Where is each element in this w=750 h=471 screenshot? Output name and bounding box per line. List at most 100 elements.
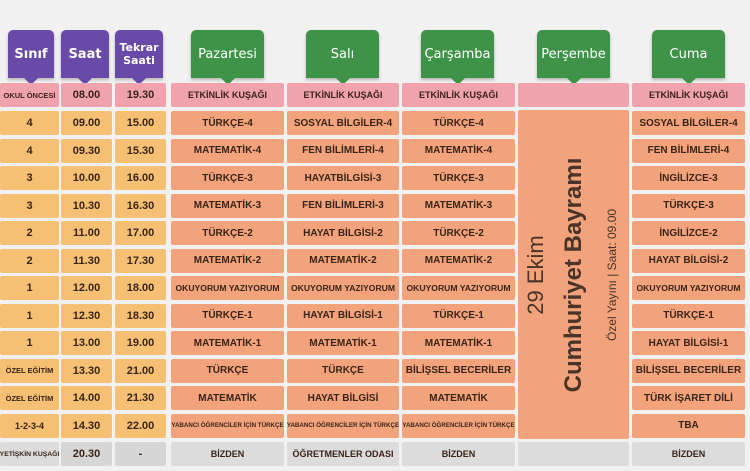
- table-row: 3 10.30 16.30 MATEMATİK-3 FEN BİLİMLERİ-…: [0, 193, 750, 218]
- table-row: 3 10.00 16.00 TÜRKÇE-3 HAYATBİLGİSİ-3 TÜ…: [0, 166, 750, 190]
- friday-lesson: OKUYORUM YAZIYORUM: [632, 276, 745, 300]
- monday-lesson: MATEMATİK-3: [171, 193, 284, 218]
- tuesday-lesson: ETKİNLİK KUŞAĞI: [287, 83, 399, 107]
- repeat-time-cell: 17.30: [115, 248, 166, 273]
- monday-lesson: ETKİNLİK KUŞAĞI: [171, 83, 284, 107]
- grade-cell: 2: [0, 248, 59, 273]
- grade-cell: 3: [0, 166, 59, 190]
- monday-lesson: MATEMATİK: [171, 386, 284, 410]
- wednesday-lesson: TÜRKÇE-2: [402, 221, 515, 245]
- friday-lesson: ETKİNLİK KUŞAĞI: [632, 83, 745, 107]
- header-repeat-time: Tekrar Saati: [115, 30, 163, 85]
- monday-lesson: TÜRKÇE-3: [171, 166, 284, 190]
- monday-lesson: MATEMATİK-1: [171, 331, 284, 355]
- tuesday-lesson: SOSYAL BİLGİLER-4: [287, 111, 399, 135]
- header-monday: Pazartesi: [191, 30, 264, 85]
- time-cell: 12.30: [61, 303, 112, 328]
- time-cell: 10.00: [61, 166, 112, 190]
- tuesday-lesson: OKUYORUM YAZIYORUM: [287, 276, 399, 300]
- friday-lesson: İNGİLİZCE-3: [632, 166, 745, 190]
- thursday-lesson: [518, 442, 629, 466]
- header-time: Saat: [61, 30, 109, 85]
- time-cell: 20.30: [61, 442, 112, 466]
- time-cell: 11.00: [61, 221, 112, 245]
- wednesday-lesson: OKUYORUM YAZIYORUM: [402, 276, 515, 300]
- friday-lesson: BİLİŞSEL BECERİLER: [632, 358, 745, 383]
- time-cell: 14.30: [61, 413, 112, 438]
- table-row: 4 09.00 15.00 TÜRKÇE-4 SOSYAL BİLGİLER-4…: [0, 111, 750, 135]
- repeat-time-cell: 18.00: [115, 276, 166, 300]
- monday-lesson: MATEMATİK-4: [171, 138, 284, 163]
- friday-lesson: SOSYAL BİLGİLER-4: [632, 111, 745, 135]
- grade-cell: YETİŞKİN KUŞAĞI: [0, 442, 59, 466]
- holiday-broadcast-time: Özel Yayını | Saat: 09.00: [604, 208, 619, 341]
- repeat-time-cell: 19.30: [115, 83, 166, 107]
- wednesday-lesson: MATEMATİK-4: [402, 138, 515, 163]
- monday-lesson: MATEMATİK-2: [171, 248, 284, 273]
- table-row: 1 12.30 18.30 TÜRKÇE-1 HAYAT BİLGİSİ-1 T…: [0, 303, 750, 328]
- table-row: 2 11.30 17.30 MATEMATİK-2 MATEMATİK-2 MA…: [0, 248, 750, 273]
- tuesday-lesson: HAYAT BİLGİSİ: [287, 386, 399, 410]
- time-cell: 12.00: [61, 276, 112, 300]
- wednesday-lesson: MATEMATİK-2: [402, 248, 515, 273]
- table-row: ÖZEL EĞİTİM 13.30 21.00 TÜRKÇE TÜRKÇE Bİ…: [0, 358, 750, 383]
- repeat-time-cell: -: [115, 442, 166, 466]
- repeat-time-cell: 16.30: [115, 193, 166, 218]
- friday-lesson: TÜRKÇE-1: [632, 303, 745, 328]
- wednesday-lesson: TÜRKÇE-3: [402, 166, 515, 190]
- grade-cell: ÖZEL EĞİTİM: [0, 358, 59, 383]
- time-cell: 13.00: [61, 331, 112, 355]
- tuesday-lesson: ÖĞRETMENLER ODASI: [287, 442, 399, 466]
- table-row: 4 09.30 15.30 MATEMATİK-4 FEN BİLİMLERİ-…: [0, 138, 750, 163]
- repeat-time-cell: 19.00: [115, 331, 166, 355]
- tuesday-lesson: HAYATBİLGİSİ-3: [287, 166, 399, 190]
- wednesday-lesson: ETKİNLİK KUŞAĞI: [402, 83, 515, 107]
- table-row: 1 13.00 19.00 MATEMATİK-1 MATEMATİK-1 MA…: [0, 331, 750, 355]
- friday-lesson: TÜRKÇE-3: [632, 193, 745, 218]
- grade-cell: 4: [0, 138, 59, 163]
- repeat-time-cell: 15.30: [115, 138, 166, 163]
- repeat-time-cell: 21.30: [115, 386, 166, 410]
- grade-cell: 1: [0, 276, 59, 300]
- header-wednesday: Çarşamba: [421, 30, 494, 85]
- wednesday-lesson: BİLİŞSEL BECERİLER: [402, 358, 515, 383]
- grade-cell: 3: [0, 193, 59, 218]
- grade-cell: 1: [0, 303, 59, 328]
- wednesday-lesson: MATEMATİK-3: [402, 193, 515, 218]
- table-row: 2 11.00 17.00 TÜRKÇE-2 HAYAT BİLGİSİ-2 T…: [0, 221, 750, 245]
- monday-lesson: YABANCI ÖĞRENCİLER İÇİN TÜRKÇE: [171, 413, 284, 438]
- friday-lesson: TÜRK İŞARET DİLİ: [632, 386, 745, 410]
- grade-cell: 1-2-3-4: [0, 413, 59, 438]
- repeat-time-cell: 16.00: [115, 166, 166, 190]
- repeat-time-cell: 22.00: [115, 413, 166, 438]
- table-row: 1 12.00 18.00 OKUYORUM YAZIYORUM OKUYORU…: [0, 276, 750, 300]
- table-row: OKUL ÖNCESİ 08.00 19.30 ETKİNLİK KUŞAĞI …: [0, 83, 750, 107]
- monday-lesson: TÜRKÇE-4: [171, 111, 284, 135]
- table-row: 1-2-3-4 14.30 22.00 YABANCI ÖĞRENCİLER İ…: [0, 413, 750, 438]
- grade-cell: OKUL ÖNCESİ: [0, 83, 59, 107]
- repeat-time-cell: 21.00: [115, 358, 166, 383]
- header-thursday: Perşembe: [537, 30, 610, 85]
- time-cell: 08.00: [61, 83, 112, 107]
- tuesday-lesson: MATEMATİK-2: [287, 248, 399, 273]
- tuesday-lesson: HAYAT BİLGİSİ-1: [287, 303, 399, 328]
- grade-cell: 2: [0, 221, 59, 245]
- wednesday-lesson: MATEMATİK: [402, 386, 515, 410]
- table-row: YETİŞKİN KUŞAĞI 20.30 - BİZDEN ÖĞRETMENL…: [0, 442, 750, 466]
- time-cell: 13.30: [61, 358, 112, 383]
- tuesday-lesson: HAYAT BİLGİSİ-2: [287, 221, 399, 245]
- tuesday-lesson: YABANCI ÖĞRENCİLER İÇİN TÜRKÇE: [287, 413, 399, 438]
- repeat-time-cell: 15.00: [115, 111, 166, 135]
- friday-lesson: HAYAT BİLGİSİ-2: [632, 248, 745, 273]
- holiday-date: 29 Ekim: [522, 234, 548, 315]
- repeat-time-cell: 17.00: [115, 221, 166, 245]
- header-friday: Cuma: [652, 30, 725, 85]
- holiday-title: Cumhuriyet Bayramı: [559, 157, 587, 392]
- wednesday-lesson: TÜRKÇE-4: [402, 111, 515, 135]
- tuesday-lesson: MATEMATİK-1: [287, 331, 399, 355]
- time-cell: 11.30: [61, 248, 112, 273]
- friday-lesson: TBA: [632, 413, 745, 438]
- tuesday-lesson: FEN BİLİMLERİ-3: [287, 193, 399, 218]
- monday-lesson: BİZDEN: [171, 442, 284, 466]
- grade-cell: 1: [0, 331, 59, 355]
